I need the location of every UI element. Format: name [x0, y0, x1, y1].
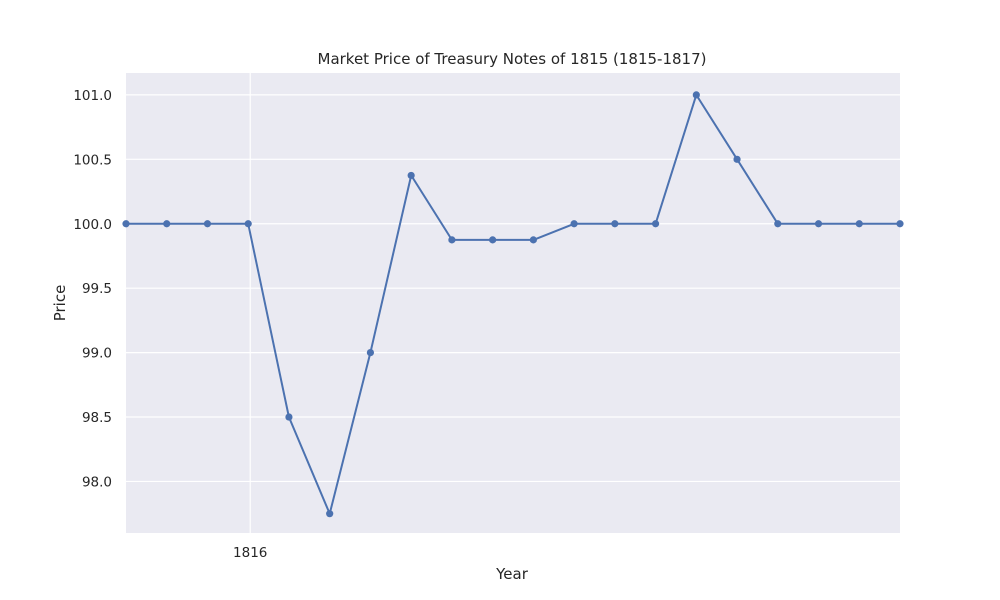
data-point — [407, 171, 415, 180]
data-point — [651, 220, 660, 228]
data-point — [692, 91, 700, 99]
data-point — [326, 510, 334, 518]
x-axis-label: Year — [495, 565, 529, 583]
data-point — [163, 220, 171, 228]
data-point — [448, 236, 456, 244]
data-point — [366, 349, 375, 357]
data-point — [285, 413, 293, 421]
series-line-layer — [126, 93, 900, 515]
x-tick-label: 1816 — [233, 545, 267, 561]
data-point — [896, 220, 904, 228]
series-line — [126, 93, 900, 515]
plot-area — [126, 73, 900, 533]
y-tick-label: 98.5 — [82, 410, 112, 426]
grid-lines — [126, 73, 900, 533]
data-point — [122, 220, 130, 228]
data-point — [774, 220, 782, 228]
data-point — [489, 236, 497, 244]
y-tick-label: 101.0 — [73, 88, 112, 104]
y-axis-label: Price — [51, 285, 69, 322]
data-point — [529, 236, 537, 244]
data-point — [203, 220, 212, 228]
data-point — [570, 220, 578, 228]
chart-title: Market Price of Treasury Notes of 1815 (… — [318, 50, 707, 68]
y-tick-labels: 98.0 98.5 99.0 99.5 100.0 100.5 101.0 — [73, 88, 112, 491]
y-tick-label: 100.0 — [73, 217, 112, 233]
x-tick-labels: 1816 — [233, 545, 267, 561]
y-tick-label: 100.5 — [73, 152, 112, 168]
data-point — [814, 220, 823, 228]
data-point — [855, 220, 863, 228]
y-tick-label: 99.0 — [82, 346, 112, 362]
data-point — [611, 220, 619, 228]
y-tick-label: 98.0 — [82, 474, 112, 490]
data-point — [733, 155, 741, 163]
data-points — [122, 91, 904, 518]
data-point — [244, 220, 252, 228]
y-tick-label: 99.5 — [82, 281, 112, 297]
